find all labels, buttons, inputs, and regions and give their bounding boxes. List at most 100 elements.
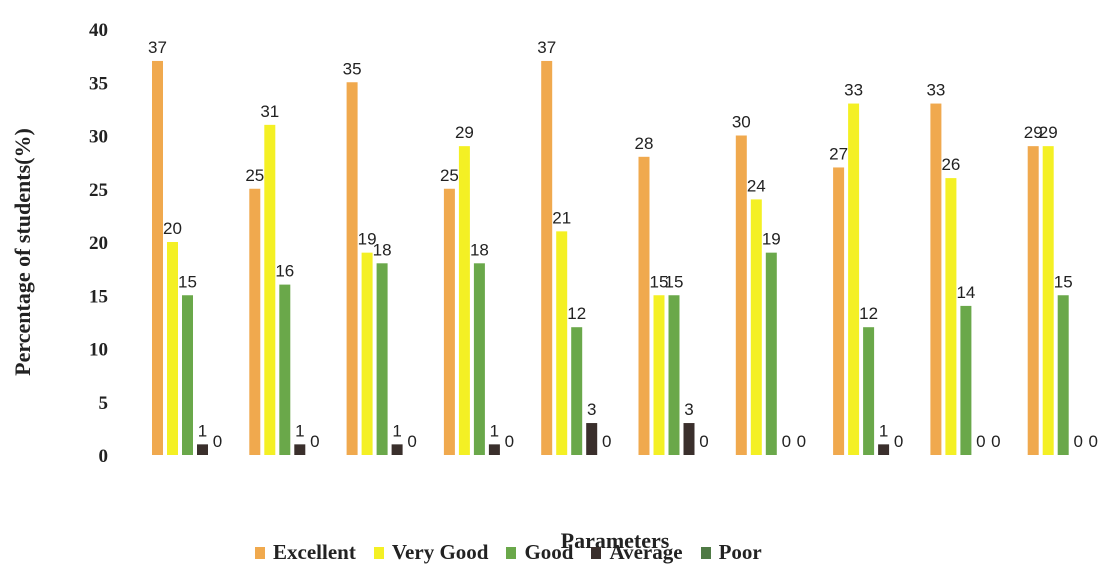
data-label: 19 bbox=[358, 230, 377, 249]
data-label: 28 bbox=[635, 134, 654, 153]
legend-label: Good bbox=[524, 540, 574, 564]
bar-excellent bbox=[638, 156, 650, 456]
data-label: 33 bbox=[844, 81, 863, 100]
legend-label: Very Good bbox=[391, 540, 489, 564]
bar-excellent bbox=[541, 60, 553, 455]
bar-very-good bbox=[556, 231, 568, 455]
bar-very-good bbox=[1042, 146, 1054, 455]
legend-swatch bbox=[700, 546, 711, 559]
bar-average bbox=[586, 423, 598, 455]
bar-excellent bbox=[833, 167, 845, 455]
y-tick-label: 25 bbox=[89, 180, 108, 201]
data-label: 0 bbox=[976, 432, 985, 451]
data-label: 37 bbox=[537, 38, 556, 57]
data-label: 19 bbox=[762, 230, 781, 249]
y-tick-label: 35 bbox=[89, 73, 108, 94]
legend-swatch bbox=[506, 546, 517, 559]
data-label: 0 bbox=[213, 432, 222, 451]
y-tick-label: 30 bbox=[89, 127, 108, 148]
data-label: 29 bbox=[455, 123, 474, 142]
legend-swatch bbox=[591, 546, 602, 559]
y-tick-label: 10 bbox=[89, 340, 108, 361]
y-tick-label: 15 bbox=[89, 286, 108, 307]
bar-very-good bbox=[848, 103, 860, 456]
bar-good bbox=[182, 295, 193, 455]
y-tick-label: 20 bbox=[89, 233, 108, 254]
bar-average bbox=[294, 444, 306, 455]
bar-excellent bbox=[443, 188, 455, 455]
data-label: 0 bbox=[1088, 432, 1097, 451]
data-label: 1 bbox=[490, 421, 499, 440]
data-label: 27 bbox=[829, 144, 848, 163]
data-label: 35 bbox=[343, 59, 362, 78]
data-label: 12 bbox=[859, 304, 878, 323]
data-label: 30 bbox=[732, 113, 751, 132]
data-label: 1 bbox=[879, 421, 888, 440]
legend: Excellent Very Good Good Average Poor bbox=[255, 540, 762, 565]
bars bbox=[152, 60, 1069, 456]
bar-excellent bbox=[930, 103, 942, 456]
data-label: 0 bbox=[782, 432, 791, 451]
bar-average bbox=[488, 444, 500, 455]
data-label: 15 bbox=[178, 272, 197, 291]
data-label: 0 bbox=[1073, 432, 1082, 451]
data-label: 16 bbox=[275, 262, 294, 281]
data-label: 15 bbox=[665, 272, 684, 291]
legend-label: Excellent bbox=[273, 540, 356, 564]
data-label: 14 bbox=[956, 283, 975, 302]
legend-item: Poor bbox=[700, 540, 762, 565]
bar-average bbox=[197, 444, 208, 455]
bar-excellent bbox=[152, 60, 163, 455]
data-label: 0 bbox=[602, 432, 611, 451]
bar-very-good bbox=[361, 252, 373, 455]
bar-very-good bbox=[264, 124, 276, 455]
data-label: 15 bbox=[1054, 272, 1073, 291]
data-label: 37 bbox=[148, 38, 167, 57]
data-label: 0 bbox=[991, 432, 1000, 451]
data-label: 0 bbox=[894, 432, 903, 451]
data-label: 15 bbox=[650, 272, 669, 291]
y-axis-ticks: 0 5 10 15 20 25 30 35 40 bbox=[89, 20, 108, 467]
data-label: 3 bbox=[587, 400, 596, 419]
bar-good bbox=[571, 327, 583, 455]
bar-excellent bbox=[249, 188, 261, 455]
bar-excellent bbox=[346, 82, 358, 455]
legend-label: Average bbox=[609, 540, 683, 564]
bar-very-good bbox=[653, 295, 665, 455]
legend-item: Very Good bbox=[373, 540, 489, 565]
data-label: 0 bbox=[407, 432, 416, 451]
legend-label: Poor bbox=[718, 540, 762, 564]
data-label: 1 bbox=[198, 421, 207, 440]
bar-average bbox=[878, 444, 890, 455]
bar-very-good bbox=[167, 242, 178, 455]
data-label: 0 bbox=[505, 432, 514, 451]
bar-excellent bbox=[735, 135, 747, 455]
data-label: 29 bbox=[1039, 123, 1058, 142]
bar-good bbox=[1057, 295, 1069, 455]
bar-good bbox=[473, 263, 485, 455]
data-label: 0 bbox=[797, 432, 806, 451]
data-label: 12 bbox=[567, 304, 586, 323]
y-tick-label: 5 bbox=[99, 393, 109, 414]
data-label: 21 bbox=[552, 208, 571, 227]
legend-item: Good bbox=[506, 540, 573, 565]
data-label: 3 bbox=[684, 400, 693, 419]
data-label: 18 bbox=[470, 240, 489, 259]
y-axis-label: Percentage of students(%) bbox=[10, 128, 35, 376]
data-label: 1 bbox=[392, 421, 401, 440]
data-label: 31 bbox=[260, 102, 279, 121]
bar-very-good bbox=[750, 199, 762, 455]
x-axis-label: Parameters bbox=[561, 528, 670, 553]
bar-average bbox=[391, 444, 403, 455]
bar-good bbox=[376, 263, 388, 455]
data-label: 24 bbox=[747, 176, 766, 195]
bar-good bbox=[863, 327, 875, 455]
data-label: 29 bbox=[1024, 123, 1043, 142]
bar-very-good bbox=[458, 146, 470, 455]
data-label: 25 bbox=[440, 166, 459, 185]
data-label: 25 bbox=[245, 166, 264, 185]
bar-good bbox=[279, 284, 291, 455]
data-labels: 3725352537283027332920311929211524332629… bbox=[148, 38, 1098, 451]
bar-good bbox=[765, 252, 777, 455]
bar-good bbox=[960, 305, 972, 455]
